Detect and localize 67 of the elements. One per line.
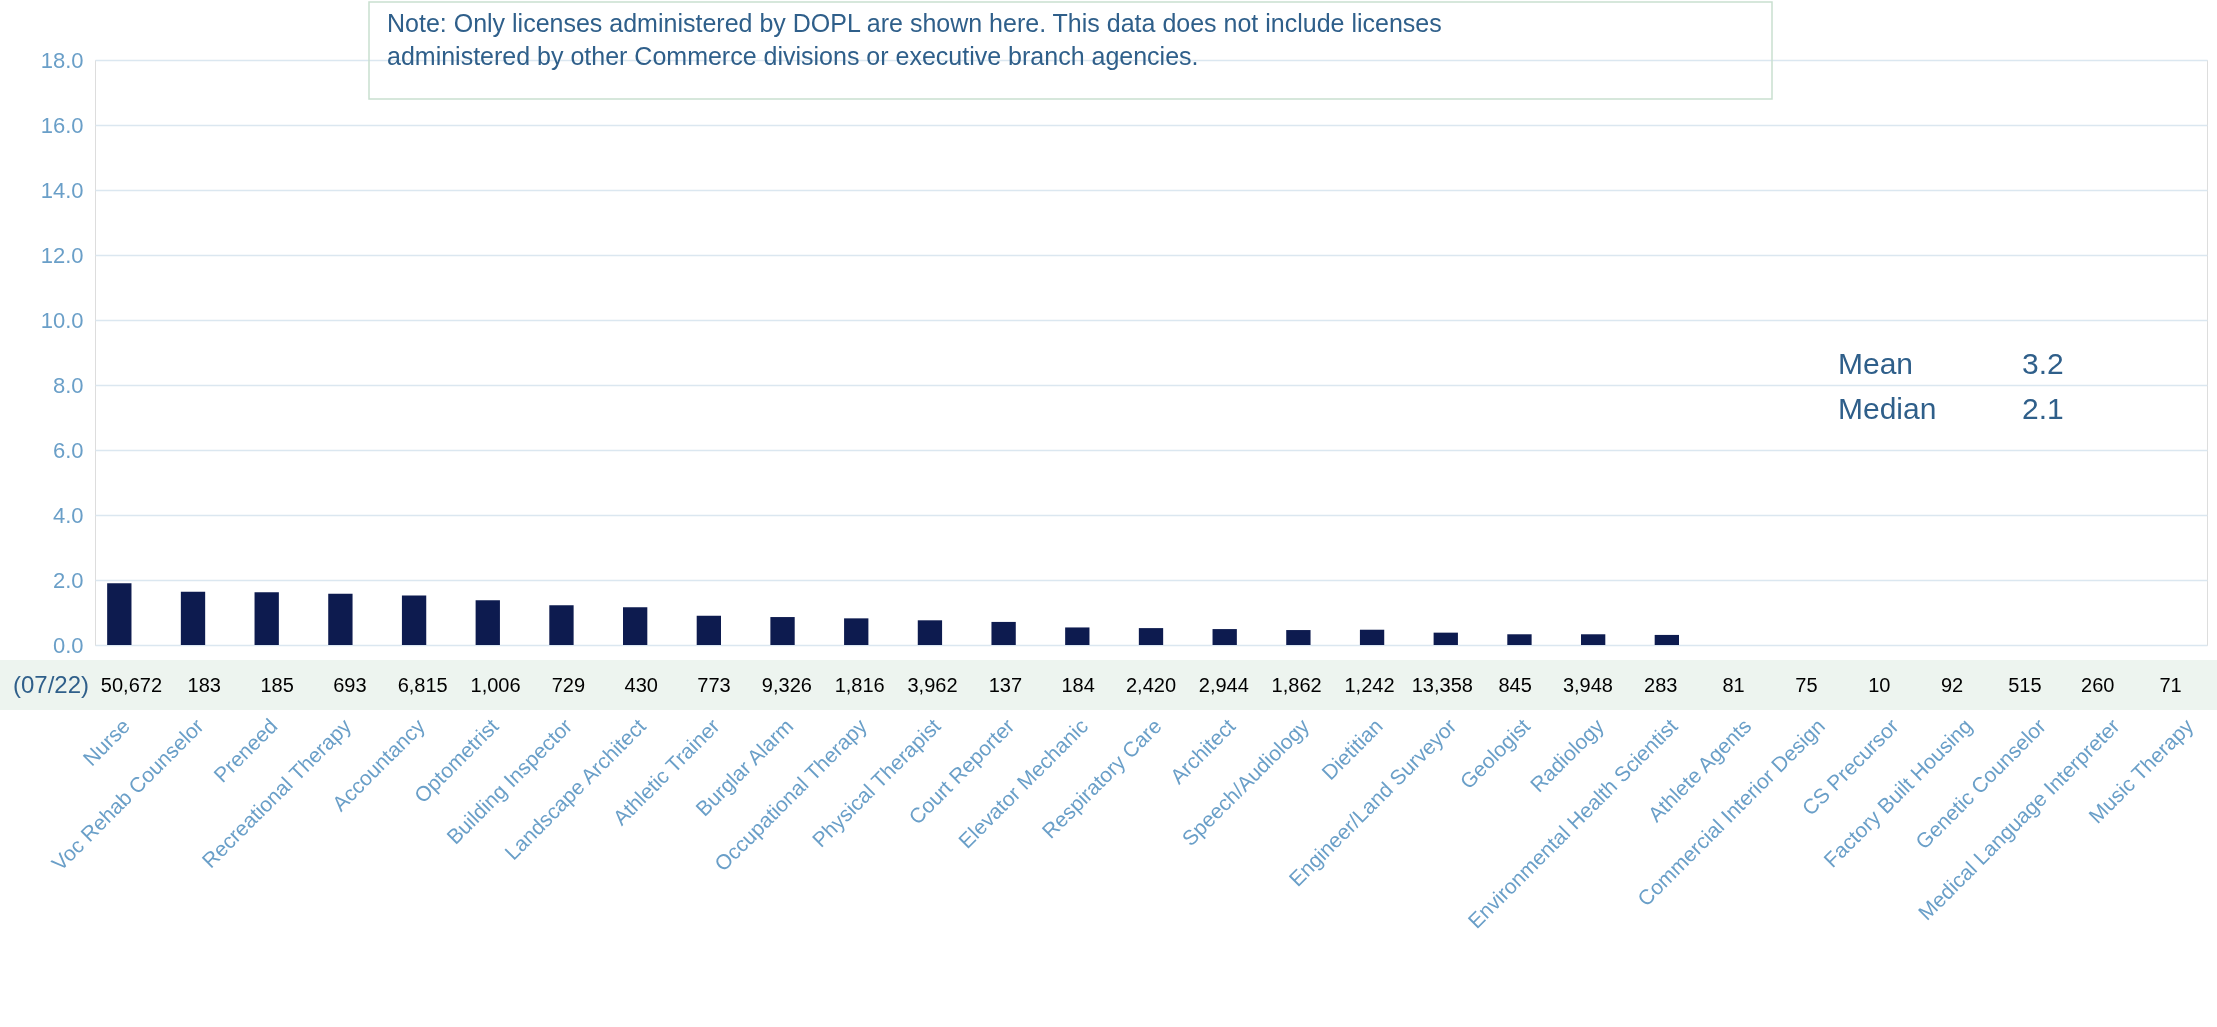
text: 183 [187, 674, 221, 696]
bar [623, 607, 648, 645]
text: 2,944 [1198, 674, 1249, 696]
text: 1,862 [1271, 674, 1322, 696]
text: 283 [1644, 674, 1678, 696]
text: 184 [1061, 674, 1095, 696]
text: 71 [2159, 674, 2182, 696]
y-tick-label: 4.0 [52, 502, 84, 528]
bar [1580, 634, 1606, 645]
bar [844, 618, 869, 645]
y-tick-label: 12.0 [40, 242, 84, 268]
bar [1286, 630, 1311, 645]
bar [254, 592, 279, 645]
text: 13,358 [1411, 674, 1473, 696]
bar [1212, 629, 1237, 645]
text: 2,420 [1125, 674, 1177, 696]
bar [401, 595, 427, 645]
y-tick-label: 6.0 [52, 437, 84, 463]
bar [1065, 627, 1090, 645]
text: 515 [2008, 674, 2042, 696]
bar [1433, 632, 1458, 645]
text: 1,006 [470, 674, 521, 696]
text: 9,326 [761, 674, 812, 696]
bar [1138, 628, 1164, 645]
text: 1,242 [1344, 674, 1395, 696]
y-tick-label: 0.0 [52, 632, 84, 658]
text: 92 [1940, 674, 1964, 696]
text: 1,816 [834, 674, 885, 696]
text: 137 [988, 674, 1023, 696]
text: 3,962 [907, 674, 958, 696]
text: 81 [1722, 674, 1745, 696]
text: 773 [697, 674, 731, 696]
y-tick-label: 10.0 [40, 307, 84, 333]
bar [991, 621, 1016, 645]
y-tick-label: 18.0 [40, 47, 84, 73]
bar [180, 591, 206, 645]
annotation: Median [1838, 392, 1937, 425]
text: 729 [551, 674, 586, 696]
text: 3,948 [1562, 674, 1613, 696]
text: 6,815 [397, 674, 448, 696]
text: 185 [260, 674, 294, 696]
bar [696, 615, 722, 645]
y-tick-label: 8.0 [52, 372, 84, 398]
text: 260 [2081, 674, 2115, 696]
text: 10 [1868, 674, 1891, 696]
y-tick-label: 14.0 [40, 177, 84, 203]
annotation: 3.2 [2022, 347, 2064, 380]
annotation: 2.1 [2022, 392, 2064, 425]
bar [107, 583, 132, 645]
bar [1654, 634, 1679, 645]
text: 693 [333, 674, 367, 696]
annotation: Note: Only licenses administered by DOPL are shown here. This data does not include licenses administered by other Commerce divisions or executive branch agencies. [387, 9, 1442, 70]
bar [549, 605, 574, 645]
text: (07/22) [12, 671, 89, 698]
y-tick-label: 16.0 [40, 112, 84, 138]
y-tick-label: 2.0 [52, 567, 84, 593]
text: 50,672 [100, 674, 162, 696]
annotation: Mean [1838, 347, 1914, 380]
bar [770, 617, 795, 645]
text: 845 [1498, 674, 1532, 696]
bar [328, 593, 353, 645]
bar [1359, 629, 1385, 645]
bar [475, 600, 500, 645]
bar [1507, 634, 1532, 645]
text: 430 [624, 674, 658, 696]
bar [917, 620, 943, 645]
text: 75 [1795, 674, 1818, 696]
